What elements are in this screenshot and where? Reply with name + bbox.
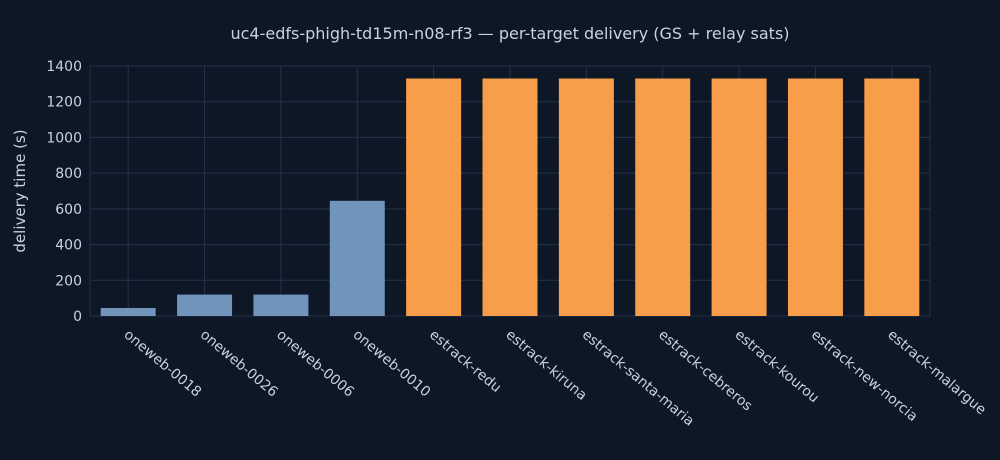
y-tick-label: 1200 — [46, 95, 82, 111]
y-axis-label: delivery time (s) — [11, 129, 29, 252]
bar-oneweb-0018 — [100, 307, 156, 316]
y-tick-label: 800 — [55, 166, 82, 182]
bar-estrack-new-norcia — [787, 78, 843, 316]
bar-oneweb-0010 — [329, 200, 385, 316]
bar-estrack-kiruna — [482, 78, 538, 316]
bar-estrack-kourou — [711, 78, 767, 316]
bar-estrack-santa-maria — [558, 78, 614, 316]
y-tick-label: 400 — [55, 238, 82, 254]
y-tick-label: 600 — [55, 202, 82, 218]
y-tick-label: 1000 — [46, 130, 82, 146]
chart-title: uc4-edfs-phigh-td15m-n08-rf3 — per-targe… — [230, 24, 789, 43]
bar-estrack-malargue — [864, 78, 920, 316]
bar-estrack-redu — [406, 78, 462, 316]
bar-estrack-cebreros — [635, 78, 691, 316]
y-tick-labels: 0 200 400 600 800 1000 1200 1400 — [46, 59, 82, 325]
y-tick-label: 1400 — [46, 59, 82, 75]
y-tick-label: 200 — [55, 273, 82, 289]
bar-oneweb-0026 — [177, 294, 233, 316]
bars — [100, 78, 920, 316]
y-tick-label: 0 — [73, 309, 82, 325]
bar-oneweb-0006 — [253, 294, 309, 316]
